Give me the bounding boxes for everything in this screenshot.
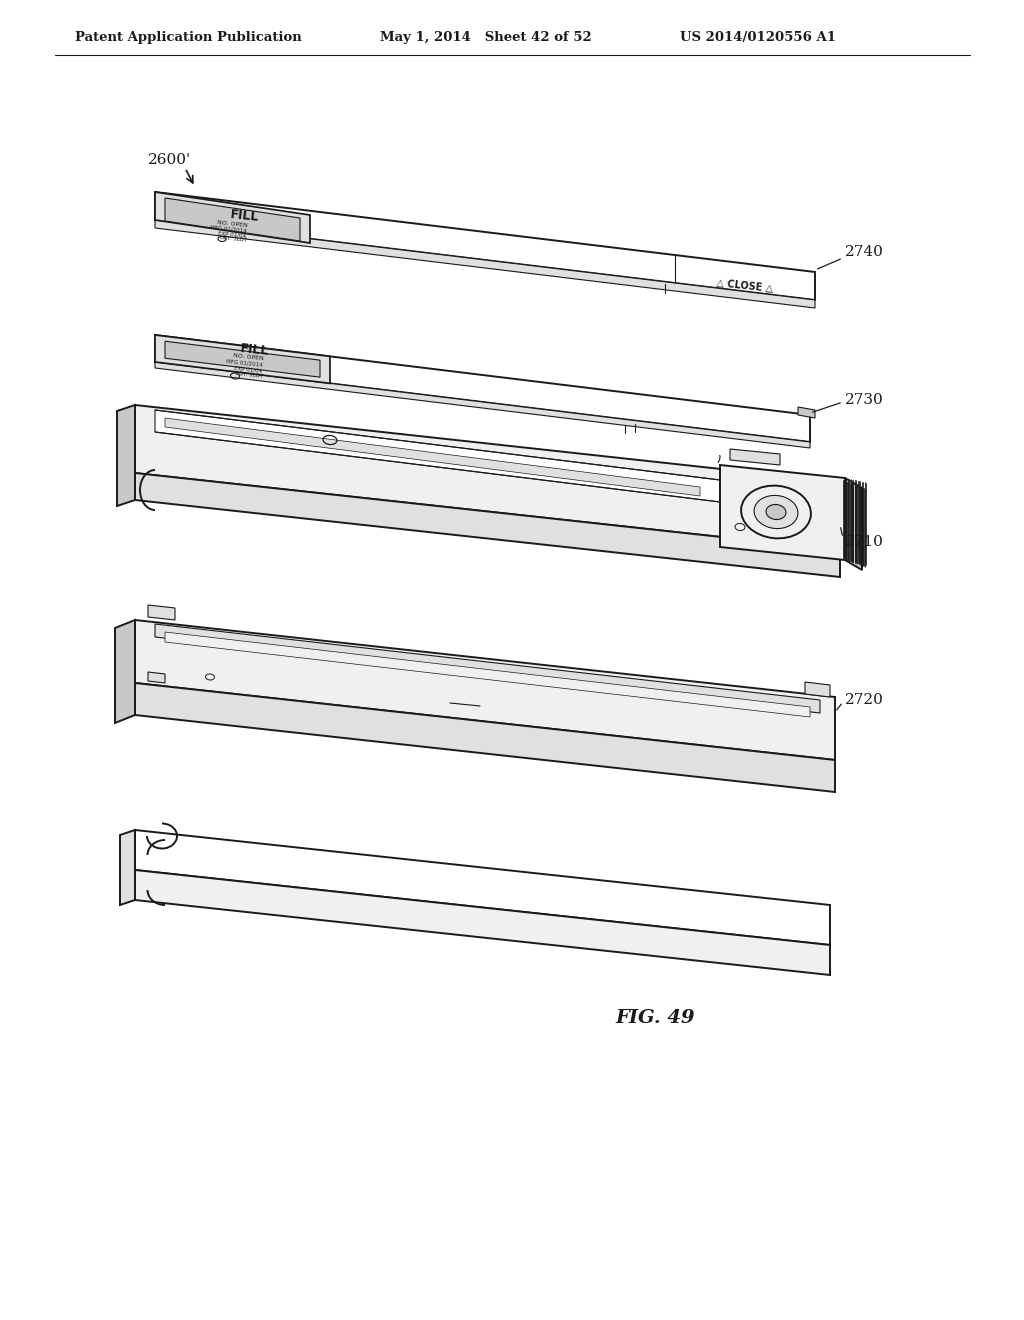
Polygon shape (165, 198, 300, 242)
Polygon shape (135, 473, 840, 577)
Polygon shape (165, 418, 700, 496)
Polygon shape (165, 632, 810, 717)
Polygon shape (155, 411, 720, 502)
Polygon shape (155, 191, 310, 243)
Polygon shape (120, 830, 135, 906)
Text: MFG 01/2014: MFG 01/2014 (225, 359, 262, 367)
Ellipse shape (741, 486, 811, 539)
Text: 2730: 2730 (845, 393, 884, 407)
Polygon shape (730, 449, 780, 465)
Text: NO. OPEN: NO. OPEN (216, 220, 248, 228)
Text: MFG 01/2014: MFG 01/2014 (210, 224, 247, 234)
Text: FILL: FILL (240, 342, 270, 358)
Text: △ CLOSE △: △ CLOSE △ (716, 279, 774, 294)
Text: May 1, 2014   Sheet 42 of 52: May 1, 2014 Sheet 42 of 52 (380, 32, 592, 45)
Polygon shape (135, 870, 830, 975)
Polygon shape (135, 830, 830, 945)
Text: 2720: 2720 (845, 693, 884, 708)
Ellipse shape (766, 504, 786, 520)
Text: 2710: 2710 (845, 535, 884, 549)
Text: LOT: 3LOT: LOT: 3LOT (220, 235, 248, 243)
Text: FILL: FILL (230, 209, 260, 224)
Text: EXP 01/04: EXP 01/04 (233, 366, 262, 374)
Polygon shape (115, 620, 135, 723)
Polygon shape (165, 342, 319, 378)
Polygon shape (155, 335, 330, 383)
Polygon shape (135, 620, 835, 760)
Text: 2600': 2600' (148, 153, 191, 168)
Polygon shape (845, 478, 862, 570)
Polygon shape (135, 405, 840, 550)
Polygon shape (155, 220, 815, 308)
Text: NO. OPEN: NO. OPEN (232, 352, 263, 362)
Polygon shape (155, 624, 820, 713)
Polygon shape (720, 465, 845, 560)
Polygon shape (148, 672, 165, 682)
Text: US 2014/0120556 A1: US 2014/0120556 A1 (680, 32, 836, 45)
Polygon shape (798, 407, 815, 418)
Polygon shape (148, 605, 175, 620)
Ellipse shape (754, 495, 798, 528)
Polygon shape (155, 362, 810, 447)
Polygon shape (135, 682, 835, 792)
Text: LOT: 3LOT: LOT: 3LOT (237, 371, 264, 379)
Polygon shape (117, 405, 135, 506)
Polygon shape (155, 335, 810, 442)
Polygon shape (805, 682, 830, 697)
Text: Patent Application Publication: Patent Application Publication (75, 32, 302, 45)
Text: 2740: 2740 (845, 246, 884, 259)
Text: FIG. 49: FIG. 49 (615, 1008, 694, 1027)
Text: EXP 01/04: EXP 01/04 (218, 230, 246, 238)
Polygon shape (155, 191, 815, 300)
